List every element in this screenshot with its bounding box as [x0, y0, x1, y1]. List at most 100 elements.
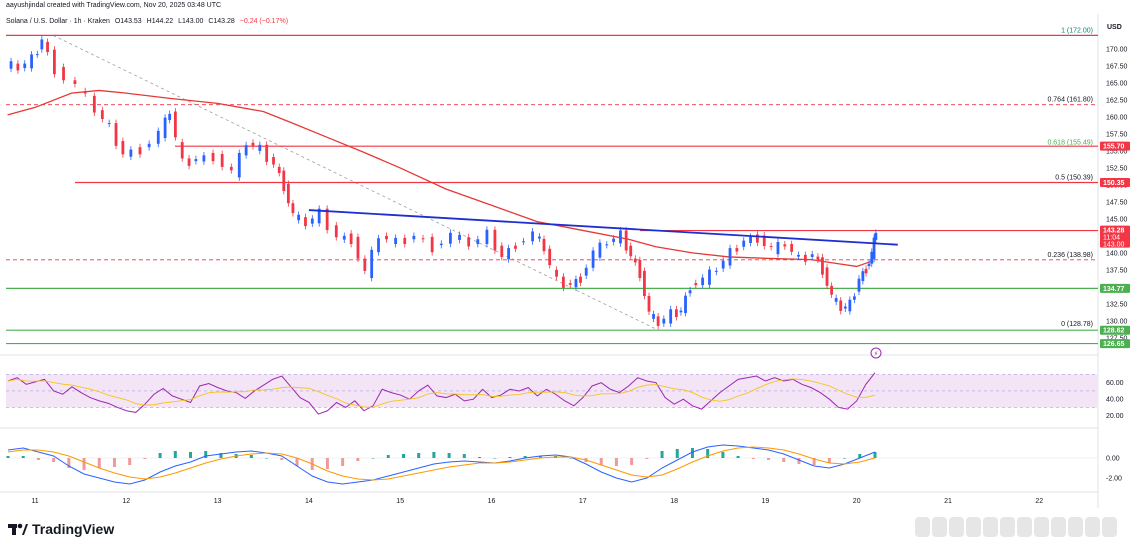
- fib-level-label: 0.5 (150.39): [1055, 174, 1093, 181]
- macd-histogram-bar: [690, 448, 694, 458]
- candle-body: [598, 242, 602, 258]
- y-tick-label: 160.00: [1106, 114, 1128, 121]
- candle-body: [53, 49, 56, 75]
- candle-body: [548, 248, 552, 266]
- candle-body: [500, 245, 504, 257]
- candle-body: [377, 238, 380, 253]
- candle-body: [83, 91, 87, 94]
- candle-body: [584, 267, 588, 276]
- macd-signal-line: [7, 446, 876, 481]
- price-axis-label-bg: [1100, 283, 1130, 293]
- candle-body: [742, 240, 746, 247]
- macd-histogram-bar: [858, 454, 862, 458]
- macd-histogram-bar: [371, 458, 375, 459]
- x-tick-label: 12: [122, 498, 130, 505]
- candle-body: [342, 235, 346, 240]
- y-tick-label: 152.50: [1106, 165, 1128, 172]
- candle-body: [522, 241, 525, 243]
- fib-level-label: 1 (172.00): [1061, 27, 1093, 34]
- macd-histogram-bar: [417, 453, 421, 458]
- candle-body: [163, 117, 167, 139]
- candle-body: [561, 276, 565, 288]
- candle-body: [694, 283, 698, 286]
- macd-histogram-bar: [82, 458, 86, 470]
- x-tick-label: 15: [396, 498, 404, 505]
- candle-body: [591, 250, 595, 268]
- y-tick-label: 137.50: [1106, 267, 1128, 274]
- candle-body: [237, 152, 241, 178]
- macd-histogram-bar: [265, 458, 269, 459]
- candle-body: [310, 218, 314, 224]
- candle-body: [9, 61, 13, 69]
- creator-line: aayushjindal created with TradingView.co…: [6, 2, 222, 9]
- candle-body: [370, 249, 374, 279]
- macd-histogram-bar: [614, 458, 618, 466]
- price-axis-countdown: 11:04: [1103, 235, 1120, 242]
- macd-histogram-bar: [158, 453, 162, 458]
- candle-body: [810, 254, 814, 257]
- macd-histogram-bar: [462, 454, 466, 458]
- candle-body: [168, 113, 172, 121]
- watermark-block: [966, 517, 981, 537]
- symbol-legend[interactable]: Solana / U.S. Dollar · 1h · Kraken O143.…: [6, 18, 291, 25]
- candle-body: [864, 268, 868, 274]
- candle-body: [493, 229, 497, 251]
- y-tick-label: 157.50: [1106, 131, 1128, 138]
- candle-body: [156, 130, 160, 144]
- candle-body: [652, 314, 655, 319]
- price-chart[interactable]: 170.00167.50165.00162.50160.00157.50155.…: [0, 0, 1139, 512]
- y-tick-label: 147.50: [1106, 199, 1128, 206]
- candle-body: [430, 236, 434, 253]
- y-tick-label: 132.50: [1106, 301, 1128, 308]
- tradingview-logo[interactable]: TradingView: [8, 521, 114, 537]
- candle-body: [194, 159, 198, 162]
- fib-level-label: 0.618 (155.49): [1047, 140, 1093, 147]
- candle-body: [403, 237, 407, 245]
- macd-histogram-bar: [386, 455, 390, 458]
- watermark-block: [1034, 517, 1049, 537]
- candle-body: [708, 269, 711, 285]
- y-tick-label: 170.00: [1106, 46, 1128, 53]
- symbol-title: Solana / U.S. Dollar · 1h · Kraken: [6, 18, 110, 25]
- watermark-blocks: [915, 517, 1130, 543]
- watermark-block: [1085, 517, 1100, 537]
- candle-body: [272, 157, 275, 165]
- candle-body: [304, 217, 307, 227]
- watermark-block: [983, 517, 998, 537]
- candle-body: [62, 66, 65, 81]
- macd-histogram-bar: [52, 458, 56, 462]
- macd-histogram-bar: [447, 453, 451, 458]
- fib-level-label: 0.236 (138.98): [1047, 252, 1093, 259]
- candle-body: [258, 144, 262, 151]
- macd-histogram-bar: [645, 458, 649, 459]
- candle-body: [220, 153, 224, 167]
- candle-body: [394, 237, 398, 245]
- candle-body: [23, 63, 27, 69]
- candle-body: [229, 166, 233, 171]
- candle-body: [244, 145, 248, 156]
- candle-body: [458, 234, 461, 240]
- candle-body: [187, 158, 191, 166]
- candle-body: [35, 54, 39, 56]
- candle-body: [265, 144, 269, 162]
- candle-body: [100, 110, 104, 119]
- candle-body: [574, 279, 578, 288]
- price-axis-label-bg: [1100, 325, 1130, 335]
- macd-histogram-bar: [325, 458, 329, 469]
- candle-body: [735, 248, 739, 252]
- rsi-tick-label: 60.00: [1106, 380, 1124, 387]
- macd-histogram-bar: [67, 458, 71, 468]
- candle-body: [843, 306, 847, 309]
- macd-histogram-bar: [6, 456, 10, 458]
- price-axis-label-bg: [1100, 225, 1130, 248]
- candle-body: [412, 235, 416, 240]
- macd-histogram-bar: [523, 456, 527, 458]
- brand-name: TradingView: [32, 521, 115, 537]
- candle-body: [568, 283, 572, 285]
- tradingview-logo-icon: [8, 523, 28, 535]
- candle-body: [721, 260, 725, 269]
- candle-body: [421, 238, 425, 240]
- candle-body: [669, 309, 673, 324]
- watermark-block: [1068, 517, 1083, 537]
- candle-body: [16, 63, 20, 71]
